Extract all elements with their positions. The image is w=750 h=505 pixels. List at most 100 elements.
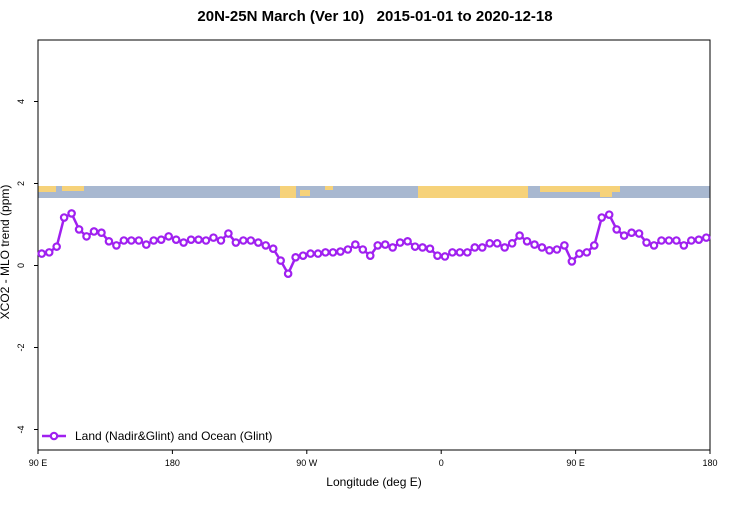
point xyxy=(313,249,323,258)
legend-marker xyxy=(49,431,59,441)
point xyxy=(156,235,166,244)
point xyxy=(627,228,636,238)
point xyxy=(224,229,233,238)
point xyxy=(194,235,203,244)
point xyxy=(201,236,211,245)
point xyxy=(104,237,114,246)
y-tick-label: 4 xyxy=(16,99,26,104)
point xyxy=(141,240,151,249)
point xyxy=(365,251,375,260)
point xyxy=(410,242,420,251)
x-tick-label: 90 E xyxy=(29,458,48,468)
point xyxy=(343,245,353,254)
x-tick-label: 0 xyxy=(439,458,444,468)
point xyxy=(216,236,226,245)
point xyxy=(351,240,360,249)
x-tick-label: 90 E xyxy=(566,458,585,468)
point xyxy=(306,249,315,258)
point xyxy=(597,213,607,222)
point xyxy=(119,236,129,245)
point xyxy=(575,249,584,258)
point xyxy=(657,236,666,245)
point xyxy=(687,236,696,245)
point xyxy=(470,243,480,252)
x-tick-label: 90 W xyxy=(296,458,318,468)
point xyxy=(672,236,681,245)
point xyxy=(239,236,248,245)
point xyxy=(291,252,300,262)
point xyxy=(440,252,450,261)
point xyxy=(604,210,614,219)
point xyxy=(112,241,121,250)
point xyxy=(186,235,196,244)
point xyxy=(649,241,659,250)
point xyxy=(485,239,495,248)
point xyxy=(567,257,577,266)
point xyxy=(82,232,91,241)
point xyxy=(694,235,704,244)
point xyxy=(283,269,293,279)
y-tick-label: 0 xyxy=(16,263,26,268)
y-tick-label: 2 xyxy=(16,181,26,186)
point xyxy=(209,233,218,242)
y-tick-label: -2 xyxy=(16,343,26,351)
point xyxy=(433,251,442,260)
point xyxy=(425,244,435,253)
point xyxy=(403,237,412,246)
point xyxy=(507,239,517,248)
point xyxy=(37,249,47,258)
point xyxy=(261,241,271,250)
point xyxy=(358,245,368,254)
x-tick-label: 180 xyxy=(702,458,717,468)
point xyxy=(298,251,308,260)
point xyxy=(642,238,651,247)
point xyxy=(328,248,338,257)
map-land xyxy=(38,186,620,198)
point xyxy=(253,238,263,247)
point xyxy=(582,248,592,257)
point xyxy=(149,236,159,245)
point xyxy=(388,243,397,252)
x-axis-label: Longitude (deg E) xyxy=(326,475,421,489)
point xyxy=(246,236,256,245)
point xyxy=(522,237,532,246)
point xyxy=(515,231,524,240)
point xyxy=(455,248,465,257)
x-tick-label: 180 xyxy=(165,458,180,468)
point xyxy=(634,229,644,238)
point xyxy=(552,245,562,254)
point xyxy=(477,243,487,252)
point xyxy=(44,248,54,257)
point xyxy=(127,236,136,245)
point xyxy=(373,241,383,250)
point xyxy=(560,241,569,250)
point xyxy=(276,256,285,265)
point xyxy=(545,246,554,255)
point xyxy=(463,248,472,257)
point xyxy=(395,238,405,247)
point xyxy=(492,239,502,248)
legend-label: Land (Nadir&Glint) and Ocean (Glint) xyxy=(75,429,272,443)
point xyxy=(619,231,629,240)
point xyxy=(380,240,390,249)
y-axis-label: XCO2 - MLO trend (ppm) xyxy=(0,185,12,320)
point xyxy=(336,247,345,256)
point xyxy=(589,241,599,250)
point xyxy=(418,243,427,252)
plot-frame xyxy=(37,39,711,451)
point xyxy=(52,242,61,251)
point xyxy=(530,240,539,249)
point xyxy=(231,238,241,247)
point xyxy=(179,238,188,247)
point xyxy=(664,236,674,245)
point xyxy=(97,228,106,238)
point xyxy=(164,232,173,241)
point xyxy=(701,233,711,242)
point xyxy=(679,241,689,250)
point xyxy=(134,236,144,245)
point xyxy=(59,213,69,222)
point xyxy=(171,235,181,244)
point xyxy=(89,227,99,236)
point xyxy=(537,243,547,252)
